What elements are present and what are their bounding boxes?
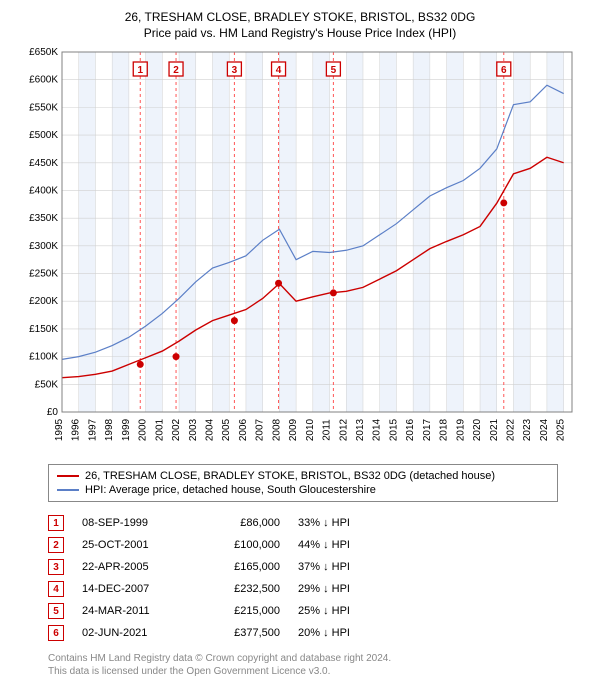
- svg-text:£450K: £450K: [29, 158, 58, 169]
- svg-text:6: 6: [501, 65, 507, 76]
- svg-text:2023: 2023: [522, 418, 533, 441]
- legend-item: HPI: Average price, detached house, Sout…: [57, 483, 549, 497]
- svg-text:2021: 2021: [489, 418, 500, 441]
- table-row: 1 08-SEP-1999 £86,000 33% ↓ HPI: [48, 512, 590, 534]
- svg-text:2009: 2009: [288, 418, 299, 441]
- txn-date: 24-MAR-2011: [82, 605, 182, 617]
- page-subtitle: Price paid vs. HM Land Registry's House …: [10, 26, 590, 40]
- svg-text:£400K: £400K: [29, 185, 58, 196]
- svg-text:5: 5: [331, 65, 337, 76]
- svg-text:2016: 2016: [405, 418, 416, 441]
- footnote: Contains HM Land Registry data © Crown c…: [48, 652, 590, 678]
- txn-number: 3: [48, 559, 64, 575]
- legend: 26, TRESHAM CLOSE, BRADLEY STOKE, BRISTO…: [48, 464, 558, 502]
- txn-price: £165,000: [200, 561, 280, 573]
- txn-diff: 20% ↓ HPI: [298, 627, 388, 639]
- svg-text:£650K: £650K: [29, 48, 58, 58]
- svg-text:£150K: £150K: [29, 324, 58, 335]
- svg-text:2010: 2010: [305, 418, 316, 441]
- price-chart: £0 £50K £100K £150K £200K £250K £300K £350K £400…: [20, 48, 580, 428]
- svg-text:3: 3: [232, 65, 238, 76]
- svg-text:1998: 1998: [104, 418, 115, 441]
- svg-text:2013: 2013: [355, 418, 366, 441]
- svg-text:1999: 1999: [121, 418, 132, 441]
- svg-text:2018: 2018: [439, 418, 450, 441]
- footnote-line1: Contains HM Land Registry data © Crown c…: [48, 653, 391, 664]
- svg-text:£100K: £100K: [29, 352, 58, 363]
- txn-number: 2: [48, 537, 64, 553]
- txn-price: £86,000: [200, 517, 280, 529]
- svg-text:1995: 1995: [54, 418, 65, 441]
- svg-text:2: 2: [173, 65, 179, 76]
- table-row: 4 14-DEC-2007 £232,500 29% ↓ HPI: [48, 578, 590, 600]
- svg-text:1: 1: [137, 65, 143, 76]
- txn-number: 6: [48, 625, 64, 641]
- svg-text:2020: 2020: [472, 418, 483, 441]
- svg-text:2002: 2002: [171, 418, 182, 441]
- txn-date: 25-OCT-2001: [82, 539, 182, 551]
- svg-text:£0: £0: [47, 407, 59, 418]
- txn-diff: 44% ↓ HPI: [298, 539, 388, 551]
- table-row: 2 25-OCT-2001 £100,000 44% ↓ HPI: [48, 534, 590, 556]
- svg-text:2019: 2019: [455, 418, 466, 441]
- svg-text:2012: 2012: [338, 418, 349, 441]
- legend-swatch: [57, 489, 79, 491]
- svg-text:2024: 2024: [539, 418, 550, 441]
- svg-text:2001: 2001: [154, 418, 165, 441]
- svg-text:2014: 2014: [372, 418, 383, 441]
- svg-text:2025: 2025: [556, 418, 567, 441]
- svg-text:£550K: £550K: [29, 102, 58, 113]
- svg-text:2000: 2000: [138, 418, 149, 441]
- txn-price: £232,500: [200, 583, 280, 595]
- txn-date: 02-JUN-2021: [82, 627, 182, 639]
- txn-date: 22-APR-2005: [82, 561, 182, 573]
- svg-text:1997: 1997: [87, 418, 98, 441]
- txn-date: 08-SEP-1999: [82, 517, 182, 529]
- svg-text:2007: 2007: [255, 418, 266, 441]
- chart-svg: £0 £50K £100K £150K £200K £250K £300K £350K £400…: [20, 48, 578, 448]
- svg-text:£350K: £350K: [29, 213, 58, 224]
- svg-text:£200K: £200K: [29, 296, 58, 307]
- svg-text:2008: 2008: [271, 418, 282, 441]
- svg-text:2022: 2022: [505, 418, 516, 441]
- transaction-table: 1 08-SEP-1999 £86,000 33% ↓ HPI 2 25-OCT-2001…: [48, 512, 590, 644]
- svg-text:2015: 2015: [388, 418, 399, 441]
- svg-text:£50K: £50K: [35, 379, 59, 390]
- svg-text:£500K: £500K: [29, 130, 58, 141]
- txn-diff: 25% ↓ HPI: [298, 605, 388, 617]
- svg-text:2017: 2017: [422, 418, 433, 441]
- txn-date: 14-DEC-2007: [82, 583, 182, 595]
- legend-label: 26, TRESHAM CLOSE, BRADLEY STOKE, BRISTO…: [85, 470, 495, 482]
- svg-text:£300K: £300K: [29, 241, 58, 252]
- table-row: 5 24-MAR-2011 £215,000 25% ↓ HPI: [48, 600, 590, 622]
- svg-text:2003: 2003: [188, 418, 199, 441]
- svg-text:£600K: £600K: [29, 75, 58, 86]
- footnote-line2: This data is licensed under the Open Gov…: [48, 666, 330, 677]
- txn-price: £215,000: [200, 605, 280, 617]
- svg-text:2011: 2011: [322, 419, 333, 441]
- txn-number: 5: [48, 603, 64, 619]
- table-row: 6 02-JUN-2021 £377,500 20% ↓ HPI: [48, 622, 590, 644]
- txn-diff: 29% ↓ HPI: [298, 583, 388, 595]
- svg-text:1996: 1996: [71, 418, 82, 441]
- svg-text:4: 4: [276, 65, 282, 76]
- txn-diff: 33% ↓ HPI: [298, 517, 388, 529]
- svg-text:2005: 2005: [221, 418, 232, 441]
- legend-swatch: [57, 475, 79, 477]
- svg-text:2006: 2006: [238, 418, 249, 441]
- txn-number: 4: [48, 581, 64, 597]
- txn-number: 1: [48, 515, 64, 531]
- table-row: 3 22-APR-2005 £165,000 37% ↓ HPI: [48, 556, 590, 578]
- svg-text:£250K: £250K: [29, 269, 58, 280]
- page-title: 26, TRESHAM CLOSE, BRADLEY STOKE, BRISTO…: [10, 10, 590, 24]
- legend-item: 26, TRESHAM CLOSE, BRADLEY STOKE, BRISTO…: [57, 469, 549, 483]
- txn-diff: 37% ↓ HPI: [298, 561, 388, 573]
- legend-label: HPI: Average price, detached house, Sout…: [85, 484, 376, 496]
- svg-text:2004: 2004: [204, 418, 215, 441]
- txn-price: £377,500: [200, 627, 280, 639]
- txn-price: £100,000: [200, 539, 280, 551]
